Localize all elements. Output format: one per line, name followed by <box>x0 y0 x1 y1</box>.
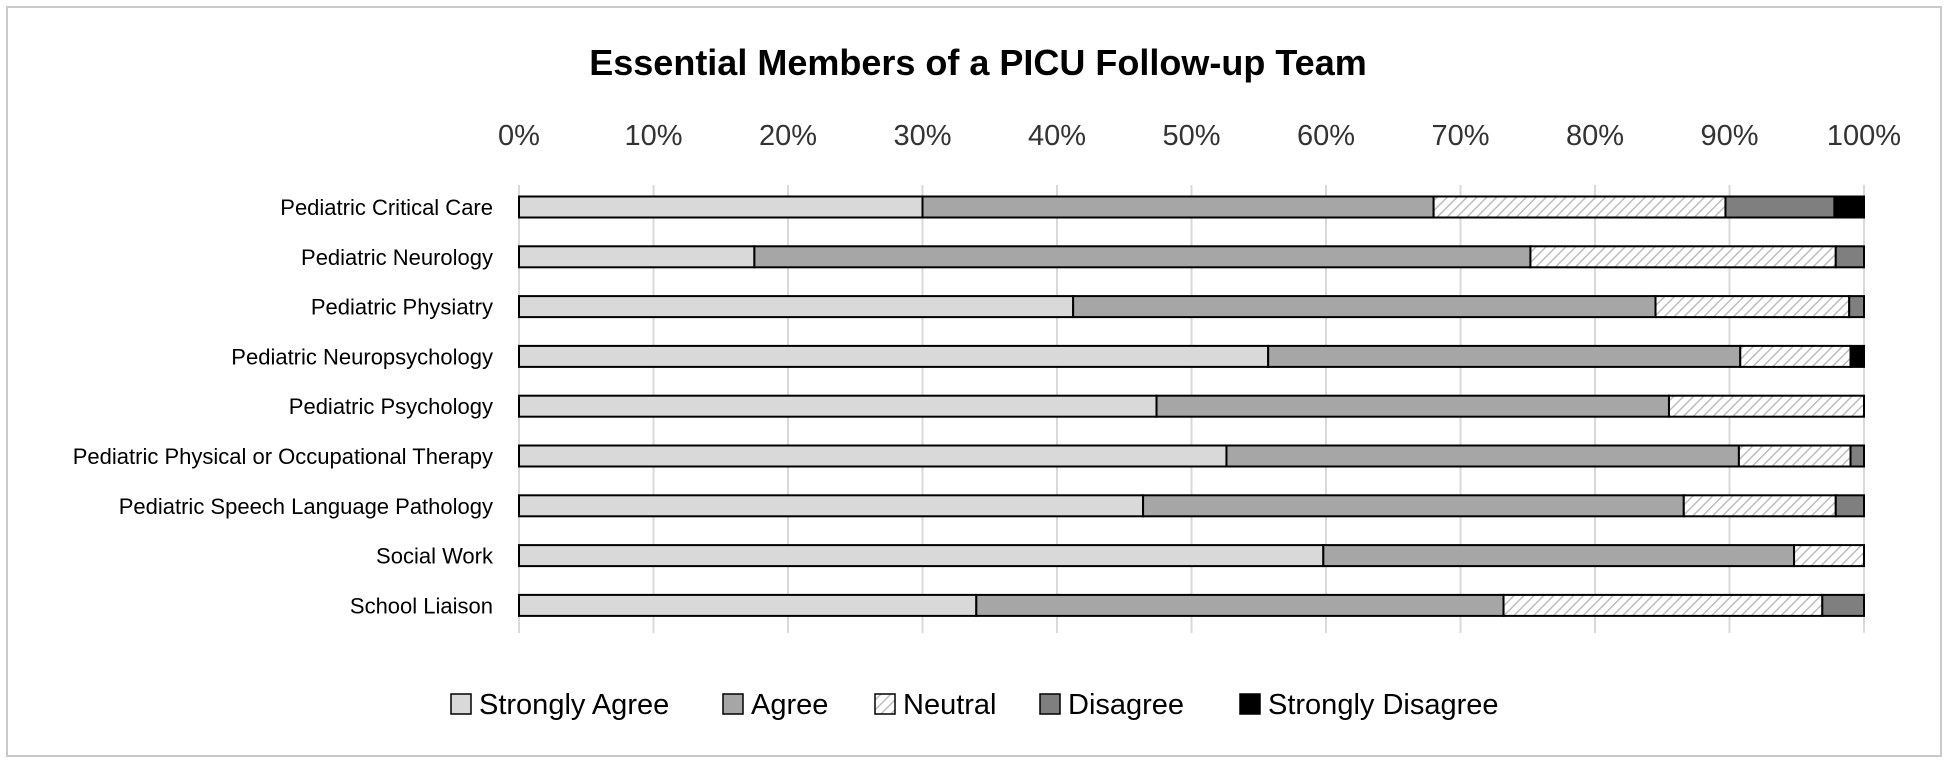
bar-segment <box>1322 544 1796 568</box>
legend-label: Disagree <box>1068 689 1184 721</box>
bar-segment <box>518 295 1075 319</box>
bar-segment <box>518 494 1145 518</box>
legend-swatch <box>450 693 472 715</box>
bar-segment <box>975 593 1505 617</box>
legend-label: Neutral <box>903 689 997 721</box>
bar-segment <box>518 344 1270 368</box>
x-tick-label: 70% <box>1431 120 1489 152</box>
category-label: Pediatric Neuropsychology <box>231 344 493 369</box>
legend-label: Strongly Agree <box>479 689 669 721</box>
bar-segment <box>1529 245 1837 269</box>
legend-label: Strongly Disagree <box>1268 689 1499 721</box>
chart-frame <box>6 6 1942 757</box>
category-label: Pediatric Critical Care <box>280 195 493 220</box>
bar-segment <box>1737 444 1852 468</box>
bar-segment <box>518 195 924 219</box>
bar-segment <box>1072 295 1657 319</box>
bar-segment <box>1267 344 1742 368</box>
bar-segment <box>518 593 978 617</box>
bar-segment <box>1834 494 1866 518</box>
bars <box>518 195 1866 617</box>
bar-segment <box>1848 295 1865 319</box>
bar-segment <box>1739 344 1852 368</box>
bar-segment <box>921 195 1435 219</box>
bar-segment <box>1793 544 1866 568</box>
bar-segment <box>1849 444 1866 468</box>
category-label: Pediatric Psychology <box>289 394 493 419</box>
bar-segment <box>1682 494 1837 518</box>
x-tick-label: 10% <box>624 120 682 152</box>
x-tick-label: 50% <box>1162 120 1220 152</box>
category-label: Pediatric Physiatry <box>311 295 493 320</box>
x-tick-label: 60% <box>1297 120 1355 152</box>
x-tick-label: 100% <box>1827 120 1901 152</box>
x-tick-label: 20% <box>759 120 817 152</box>
x-tick-label: 30% <box>893 120 951 152</box>
bar-segment <box>1155 394 1670 418</box>
category-labels: Pediatric Critical Care Pediatric Neurolo… <box>73 195 494 618</box>
bar-segment <box>1667 394 1865 418</box>
x-tick-label: 90% <box>1700 120 1758 152</box>
x-axis-ticks: 0% 10% 20% 30% 40% 50% 60% 70% 80% 90% 100% <box>498 120 1901 152</box>
category-label: Social Work <box>376 544 494 569</box>
bar-segment <box>518 544 1325 568</box>
bar-segment <box>1654 295 1851 319</box>
category-label: Pediatric Neurology <box>301 245 493 270</box>
bar-segment <box>753 245 1532 269</box>
bar-segment <box>518 245 756 269</box>
category-label: Pediatric Speech Language Pathology <box>119 494 493 519</box>
bar-segment <box>1432 195 1727 219</box>
chart-title: Essential Members of a PICU Follow-up Te… <box>589 42 1366 83</box>
bar-segment <box>1142 494 1685 518</box>
category-label: Pediatric Physical or Occupational Thera… <box>73 444 493 469</box>
bar-segment <box>1724 195 1836 219</box>
bar-segment <box>1849 344 1866 368</box>
legend-label: Agree <box>751 689 828 721</box>
bar-segment <box>1225 444 1740 468</box>
bar-segment <box>518 444 1228 468</box>
x-tick-label: 40% <box>1028 120 1086 152</box>
bar-segment <box>1821 593 1866 617</box>
bar-segment <box>1502 593 1824 617</box>
legend: Strongly Agree Agree Neutral Disagree Strong… <box>450 689 1499 721</box>
x-tick-label: 80% <box>1566 120 1624 152</box>
category-label: School Liaison <box>350 593 493 618</box>
legend-swatch <box>722 693 744 715</box>
legend-swatch <box>874 693 896 715</box>
x-tick-label: 0% <box>498 120 540 152</box>
bar-segment <box>1834 245 1866 269</box>
legend-swatch <box>1039 693 1061 715</box>
legend-swatch <box>1239 693 1261 715</box>
bar-segment <box>1833 195 1866 219</box>
bar-segment <box>518 394 1158 418</box>
